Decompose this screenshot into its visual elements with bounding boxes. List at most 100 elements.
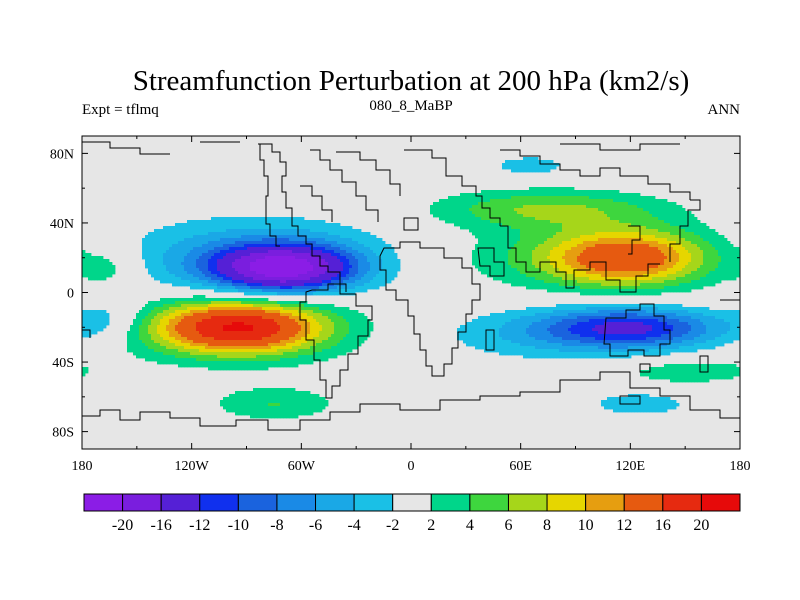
- field-cell: [436, 211, 440, 215]
- field-cell: [505, 238, 509, 242]
- field-cell: [232, 244, 236, 248]
- field-cell: [295, 247, 299, 251]
- field-cell: [103, 259, 107, 263]
- field-cell: [160, 235, 164, 239]
- field-cell: [328, 274, 332, 278]
- field-cell: [343, 334, 347, 338]
- field-cell: [493, 313, 497, 317]
- field-cell: [94, 262, 98, 266]
- field-cell: [520, 205, 524, 209]
- field-cell: [205, 319, 209, 323]
- field-cell: [265, 286, 269, 290]
- field-cell: [496, 256, 500, 260]
- field-cell: [247, 301, 251, 305]
- field-cell: [190, 220, 194, 224]
- field-cell: [295, 340, 299, 344]
- field-cell: [163, 250, 167, 254]
- field-cell: [169, 265, 173, 269]
- field-cell: [328, 241, 332, 245]
- field-cell: [250, 361, 254, 365]
- field-cell: [313, 331, 317, 335]
- field-cell: [91, 325, 95, 329]
- field-cell: [517, 343, 521, 347]
- field-cell: [520, 166, 524, 170]
- field-cell: [226, 337, 230, 341]
- field-cell: [337, 349, 341, 353]
- field-cell: [475, 193, 479, 197]
- field-cell: [517, 211, 521, 215]
- field-cell: [211, 250, 215, 254]
- field-cell: [178, 244, 182, 248]
- field-cell: [271, 409, 275, 413]
- field-cell: [226, 409, 230, 413]
- field-cell: [265, 361, 269, 365]
- field-cell: [214, 265, 218, 269]
- field-cell: [358, 337, 362, 341]
- field-cell: [91, 262, 95, 266]
- field-cell: [211, 265, 215, 269]
- field-cell: [469, 331, 473, 335]
- field-cell: [211, 253, 215, 257]
- field-cell: [238, 325, 242, 329]
- field-cell: [337, 292, 341, 296]
- field-cell: [145, 331, 149, 335]
- field-cell: [217, 358, 221, 362]
- field-cell: [289, 283, 293, 287]
- field-cell: [262, 346, 266, 350]
- field-cell: [463, 217, 467, 221]
- field-cell: [160, 247, 164, 251]
- field-cell: [298, 229, 302, 233]
- field-cell: [151, 271, 155, 275]
- field-cell: [451, 202, 455, 206]
- field-cell: [235, 304, 239, 308]
- field-cell: [250, 235, 254, 239]
- field-cell: [493, 193, 497, 197]
- field-cell: [154, 271, 158, 275]
- field-cell: [466, 226, 470, 230]
- field-cell: [205, 229, 209, 233]
- field-cell: [484, 244, 488, 248]
- field-cell: [481, 208, 485, 212]
- field-cell: [304, 340, 308, 344]
- field-cell: [475, 235, 479, 239]
- field-cell: [505, 211, 509, 215]
- field-cell: [181, 334, 185, 338]
- field-cell: [340, 337, 344, 341]
- field-cell: [97, 328, 101, 332]
- field-cell: [199, 241, 203, 245]
- field-cell: [373, 265, 377, 269]
- field-cell: [280, 226, 284, 230]
- field-cell: [298, 253, 302, 257]
- field-cell: [517, 244, 521, 248]
- field-cell: [283, 217, 287, 221]
- field-cell: [496, 232, 500, 236]
- field-cell: [226, 304, 230, 308]
- field-cell: [469, 205, 473, 209]
- field-cell: [478, 199, 482, 203]
- field-cell: [163, 349, 167, 353]
- field-cell: [469, 322, 473, 326]
- field-cell: [181, 343, 185, 347]
- field-cell: [517, 253, 521, 257]
- field-cell: [496, 253, 500, 257]
- field-cell: [268, 388, 272, 392]
- field-cell: [511, 337, 515, 341]
- field-cell: [337, 337, 341, 341]
- field-cell: [367, 271, 371, 275]
- field-cell: [205, 268, 209, 272]
- field-cell: [496, 250, 500, 254]
- field-cell: [361, 322, 365, 326]
- field-cell: [520, 190, 524, 194]
- field-cell: [157, 238, 161, 242]
- field-cell: [517, 205, 521, 209]
- field-cell: [151, 274, 155, 278]
- field-cell: [109, 265, 113, 269]
- field-cell: [82, 322, 86, 326]
- field-cell: [154, 262, 158, 266]
- field-cell: [295, 244, 299, 248]
- field-cell: [163, 274, 167, 278]
- field-cell: [208, 247, 212, 251]
- field-cell: [388, 268, 392, 272]
- field-cell: [322, 400, 326, 404]
- field-cell: [175, 319, 179, 323]
